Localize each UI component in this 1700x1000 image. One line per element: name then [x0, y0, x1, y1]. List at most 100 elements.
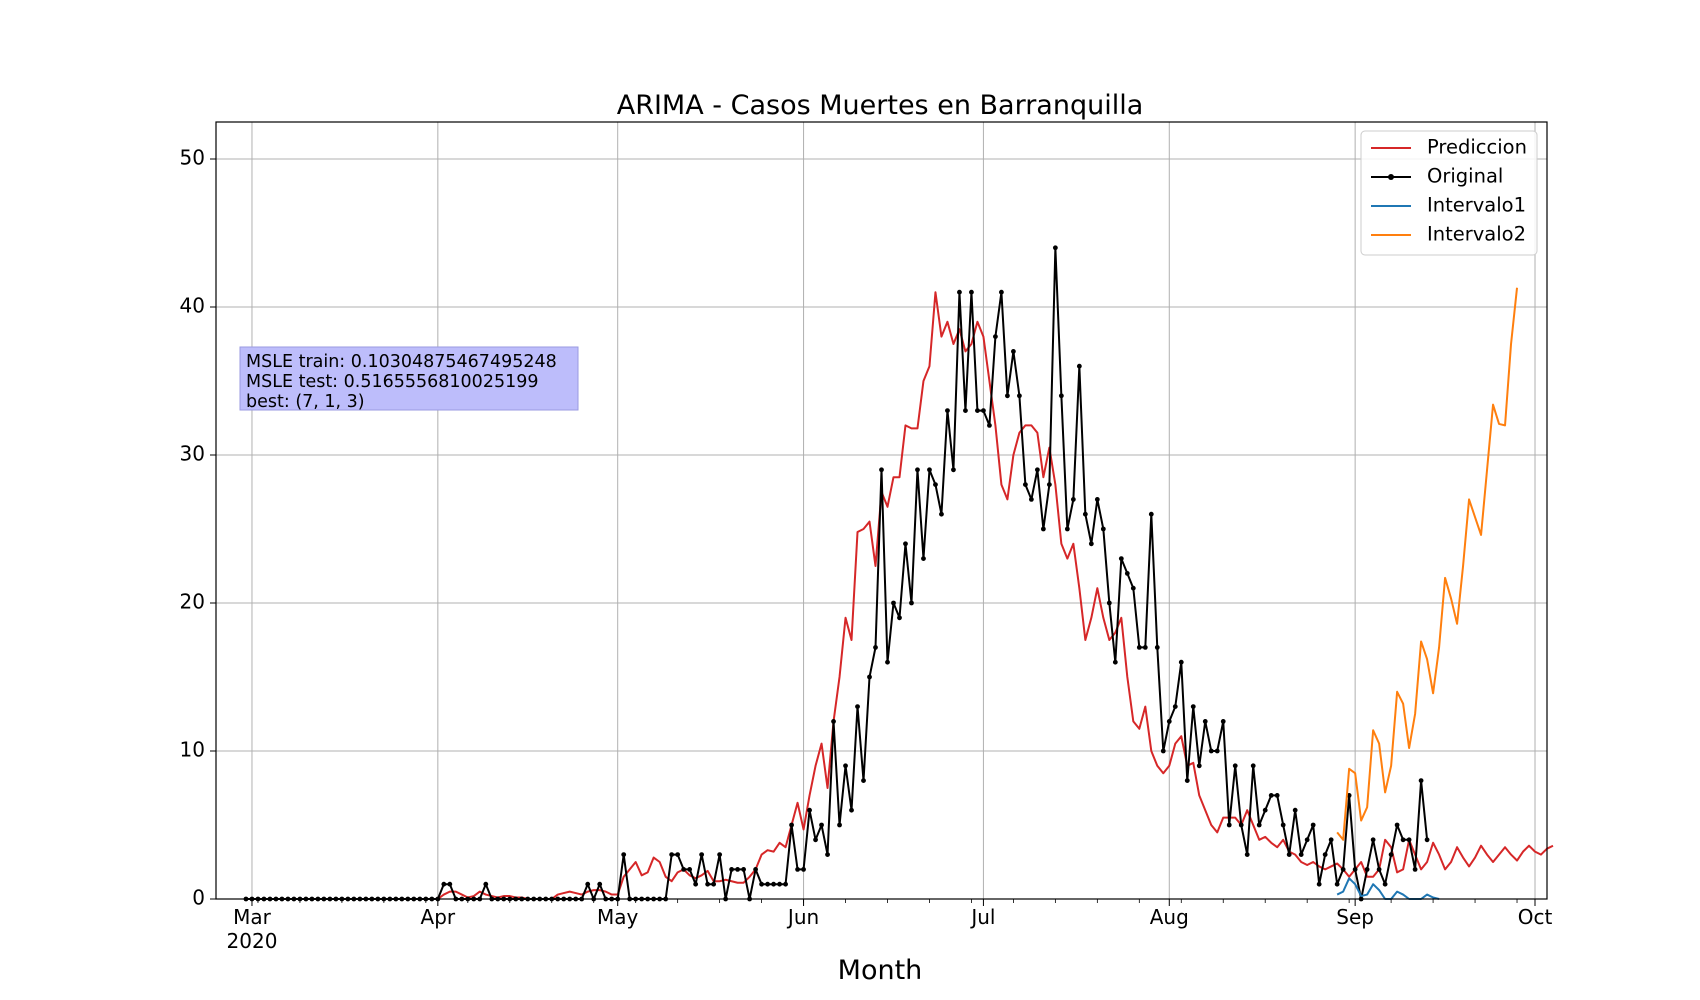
data-point [1328, 837, 1334, 843]
x-tick-label: Apr [421, 905, 456, 929]
chart-title: ARIMA - Casos Muertes en Barranquilla [617, 90, 1144, 121]
data-point [1070, 497, 1076, 502]
data-point [1178, 659, 1184, 665]
data-point [717, 852, 723, 857]
data-point [693, 881, 699, 887]
x-tick-label: May [597, 905, 639, 929]
legend-label-prediccion: Prediccion [1427, 136, 1527, 159]
y-tick-label: 50 [180, 146, 205, 170]
data-point [1052, 245, 1058, 251]
data-point [1394, 822, 1400, 828]
series-original [243, 245, 1430, 902]
data-point [1334, 881, 1340, 887]
x-axis-label: Month [838, 955, 923, 986]
data-point [705, 881, 711, 887]
data-point [483, 881, 489, 887]
data-point [939, 511, 944, 517]
series-line-original [245, 246, 1429, 900]
data-point [621, 852, 627, 857]
data-point [909, 600, 914, 606]
x-tick-label: Mar [233, 905, 272, 929]
data-point [1400, 837, 1406, 843]
data-point [993, 334, 998, 339]
data-point [843, 763, 848, 769]
data-point [1202, 719, 1208, 724]
data-point [1005, 393, 1010, 399]
legend-label-original: Original [1427, 165, 1503, 188]
data-point [1064, 526, 1070, 532]
data-point [969, 289, 974, 295]
data-point [1166, 719, 1172, 724]
annotation-line-msle-test: MSLE test: 0.5165556810025199 [246, 372, 538, 392]
data-point [1088, 541, 1094, 547]
data-point [957, 289, 962, 295]
data-point [1124, 571, 1130, 576]
data-point [861, 778, 866, 783]
data-point [921, 556, 926, 561]
data-point [765, 881, 770, 887]
data-point [1340, 867, 1346, 872]
data-point [855, 704, 860, 709]
data-point [831, 719, 836, 724]
data-point [1118, 556, 1124, 561]
data-point [753, 867, 758, 872]
series-line-intervalo2 [1336, 287, 1519, 841]
data-point [987, 423, 992, 428]
series-layer [243, 245, 1554, 902]
data-point [1286, 852, 1292, 857]
data-point [1310, 822, 1316, 828]
data-point [1418, 778, 1424, 783]
data-point [1154, 645, 1160, 650]
data-point [1196, 763, 1202, 769]
data-point [1172, 704, 1178, 709]
data-point [1136, 645, 1142, 650]
data-point [1280, 822, 1286, 828]
data-point [1250, 763, 1256, 769]
data-point [1106, 600, 1112, 606]
x-tick-sublabel: 2020 [227, 929, 278, 953]
series-line-intervalo1 [1336, 877, 1440, 900]
data-point [837, 822, 842, 828]
data-point [777, 881, 782, 887]
data-point [1220, 719, 1226, 724]
data-point [819, 822, 824, 828]
data-point [1046, 482, 1052, 487]
data-point [885, 659, 890, 665]
data-point [687, 867, 693, 872]
y-tick-label: 30 [180, 442, 205, 466]
data-point [1226, 822, 1232, 828]
data-point [711, 881, 717, 887]
annotation-line-best-order: best: (7, 1, 3) [246, 392, 365, 412]
data-point [1256, 822, 1262, 828]
x-tick-label: Oct [1518, 905, 1553, 929]
data-point [681, 867, 687, 872]
data-point [1382, 881, 1388, 887]
data-point [1406, 837, 1412, 843]
data-point [1190, 704, 1196, 709]
data-point [1316, 881, 1322, 887]
data-point [741, 867, 747, 872]
x-tick-label: Sep [1336, 905, 1374, 929]
data-point [1142, 645, 1148, 650]
y-tick-label: 0 [192, 886, 205, 910]
data-point [729, 867, 735, 872]
data-point [1364, 867, 1370, 872]
data-point [1148, 511, 1154, 517]
data-point [1094, 497, 1100, 502]
data-point [801, 867, 806, 872]
data-point [789, 822, 794, 828]
data-point [771, 881, 776, 887]
data-point [1274, 793, 1280, 798]
legend-box [1360, 130, 1538, 256]
data-point [1244, 852, 1250, 857]
data-point [945, 408, 950, 413]
data-point [1304, 837, 1310, 843]
data-point [879, 467, 884, 473]
msle-annotation-box: MSLE train: 0.10304875467495248 MSLE tes… [239, 346, 579, 412]
data-point [951, 467, 956, 473]
data-point [759, 881, 764, 887]
data-point [1412, 867, 1418, 872]
data-point [1100, 526, 1106, 532]
data-point [813, 837, 818, 843]
